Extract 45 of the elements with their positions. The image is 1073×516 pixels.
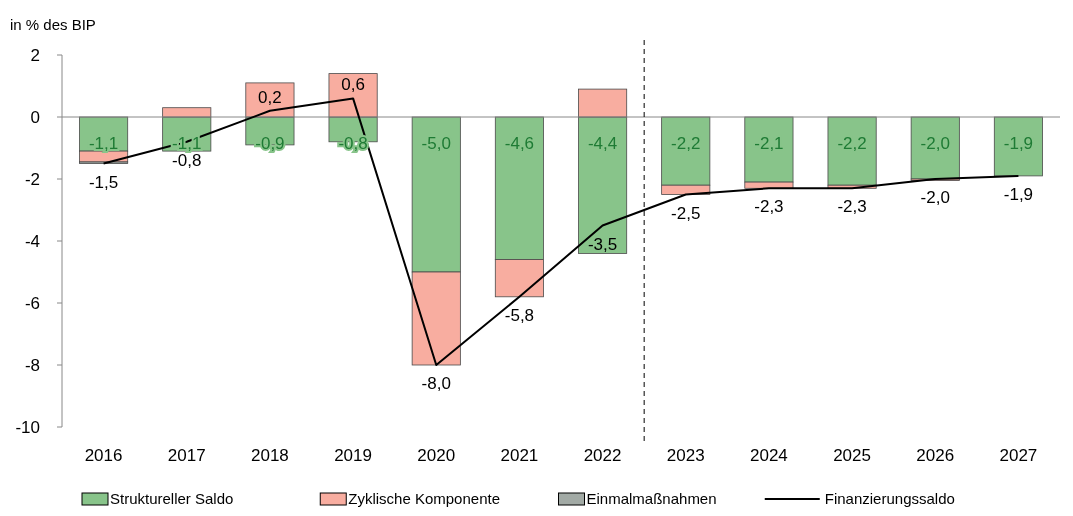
data-label: -2,3 [754, 197, 784, 217]
y-tick-label: 2 [30, 46, 40, 65]
x-tick-label: 2016 [84, 446, 123, 465]
x-tick-label: 2027 [999, 446, 1038, 465]
y-tick-label: -6 [24, 294, 40, 313]
x-tick-label: 2018 [251, 446, 289, 465]
x-tick-label: 2025 [833, 446, 871, 465]
data-label: -2,5 [671, 203, 701, 223]
data-label: -2,2 [671, 134, 701, 153]
data-label: -2,1 [754, 134, 784, 153]
data-label: 0,6 [341, 75, 365, 95]
x-tick-label: 2022 [583, 446, 622, 465]
legend-label: Zyklische Komponente [348, 490, 500, 507]
data-label: -4,6 [504, 134, 535, 153]
y-tick-label: -2 [24, 170, 40, 189]
x-tick-label: 2019 [334, 446, 372, 465]
data-label: -2,3 [837, 197, 867, 217]
data-label: -1,1 [88, 134, 119, 153]
data-label: -0,8 [172, 150, 202, 170]
y-tick-label: -4 [24, 232, 40, 251]
x-tick-label: 2021 [500, 446, 539, 465]
data-label: 0,2 [258, 87, 282, 107]
x-tick-label: 2017 [167, 446, 206, 465]
data-label: -5,8 [504, 305, 535, 325]
data-label: -3,5 [587, 234, 618, 254]
x-tick-label: 2026 [916, 446, 955, 465]
y-tick-label: 0 [30, 108, 40, 127]
legend-label: Finanzierungssaldo [824, 490, 955, 507]
data-label: -8,0 [421, 374, 451, 393]
x-tick-label: 2023 [666, 446, 705, 465]
data-label: -2,2 [837, 134, 867, 153]
x-tick-label: 2024 [750, 446, 788, 465]
data-label: -2,0 [920, 188, 950, 207]
data-label: -2,0 [920, 134, 950, 153]
data-label: -1,9 [1003, 184, 1034, 204]
y-tick-label: -10 [15, 418, 40, 437]
data-label: -1,5 [88, 172, 119, 192]
data-label: -5,0 [421, 134, 451, 153]
data-label: -1,9 [1003, 134, 1034, 153]
y-axis-title: in % des BIP [10, 16, 96, 33]
legend-label: Struktureller Saldo [110, 490, 234, 507]
legend-label: Einmalmaßnahmen [586, 490, 717, 507]
y-tick-label: -8 [24, 356, 40, 375]
x-tick-label: 2020 [417, 446, 456, 465]
data-label: -4,4 [587, 134, 618, 153]
